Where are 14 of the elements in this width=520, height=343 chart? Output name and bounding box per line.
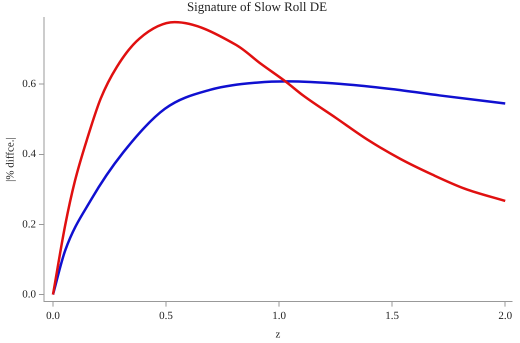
y-tick-label: 0.4 [22,148,36,160]
x-axis-title: z [276,328,281,340]
y-axis-title: |% diffce.| [4,137,16,182]
line-series [52,80,506,296]
line-series [52,20,506,296]
x-tick-label: 0.5 [159,310,174,322]
chart-title: Signature of Slow Roll DE [186,0,328,14]
y-tick-label: 0.0 [22,288,36,300]
x-tick-label: 2.0 [498,310,513,322]
y-tick-label: 0.2 [22,218,36,230]
x-tick-label: 0.0 [46,310,60,322]
x-tick-label: 1.5 [385,310,400,322]
x-tick-label: 1.0 [272,310,286,322]
y-tick-label: 0.6 [22,78,36,90]
